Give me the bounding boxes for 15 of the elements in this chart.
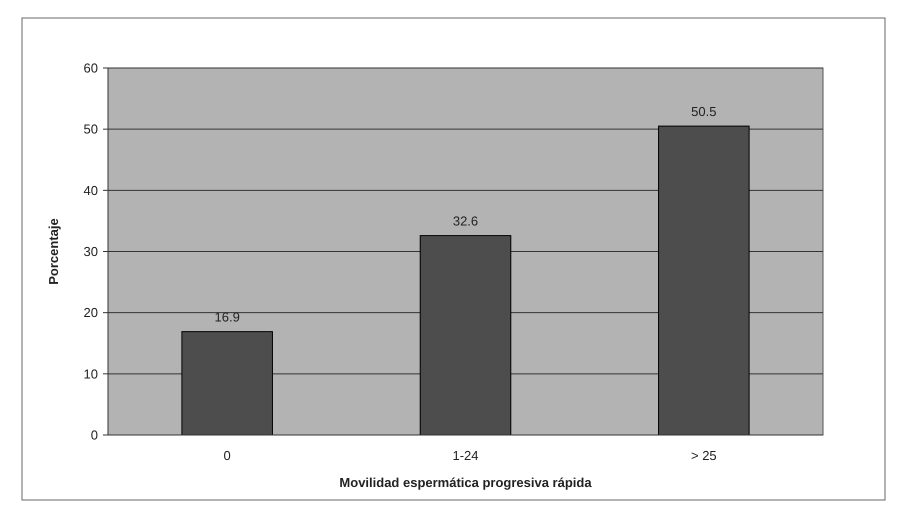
y-tick-label: 30: [84, 244, 98, 260]
data-label: 50.5: [691, 104, 716, 120]
y-tick-label: 40: [84, 182, 98, 198]
y-axis-title: Porcentaje: [46, 218, 61, 285]
y-tick-label: 10: [84, 366, 98, 382]
y-tick-label: 20: [84, 305, 98, 320]
x-axis-title: Movilidad espermática progresiva rápida: [339, 475, 592, 490]
y-tick-label: 50: [84, 122, 98, 137]
y-tick-label: 0: [90, 428, 98, 443]
y-tick-label: 60: [84, 60, 98, 76]
x-tick-label: 1-24: [452, 448, 479, 463]
data-label: 16.9: [214, 310, 240, 325]
x-tick-label: 0: [224, 448, 231, 463]
x-tick-label: > 25: [690, 448, 717, 463]
data-label: 32.6: [452, 214, 478, 229]
